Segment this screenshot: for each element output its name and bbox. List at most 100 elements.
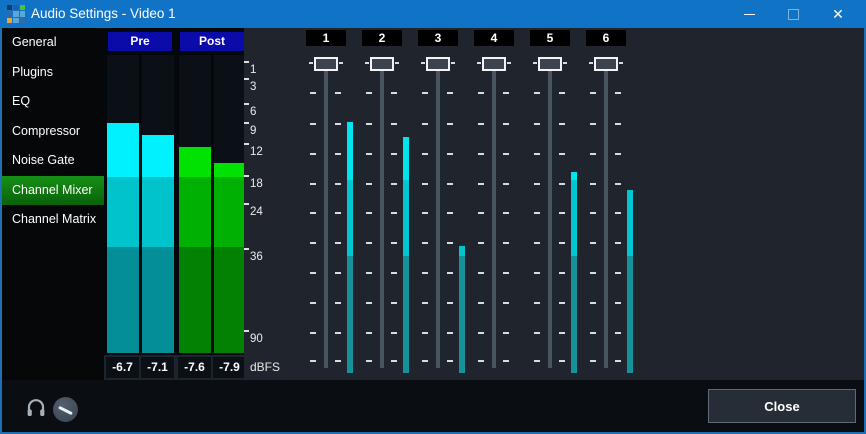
maximize-button — [776, 0, 810, 28]
channel-6-tick-left-1 — [590, 123, 596, 125]
channel-4-slider-track[interactable] — [492, 68, 496, 368]
post-meter-left-segment-1 — [179, 177, 211, 247]
channel-1-tick-right-1 — [335, 123, 341, 125]
db-scale-tick-1 — [244, 61, 249, 63]
channel-3-tick-right-1 — [447, 123, 453, 125]
channel-3-tick-right-2 — [447, 153, 453, 155]
channel-4-label: 4 — [474, 30, 514, 46]
channel-1-slider-handle[interactable] — [314, 57, 338, 71]
channel-5-tick-right-8 — [559, 332, 565, 334]
channel-2-label: 2 — [362, 30, 402, 46]
channel-3-slider-track[interactable] — [436, 68, 440, 368]
channel-2-handle-tick-left — [365, 62, 369, 64]
channel-4-tick-left-4 — [478, 212, 484, 214]
channel-3-slider-handle[interactable] — [426, 57, 450, 71]
channel-1-tick-right-6 — [335, 272, 341, 274]
channel-4-slider-handle[interactable] — [482, 57, 506, 71]
channel-5-tick-right-5 — [559, 242, 565, 244]
close-button[interactable]: Close — [708, 389, 856, 423]
meter-value-pre-right: -7.1 — [141, 357, 174, 378]
channel-2-tick-right-0 — [391, 92, 397, 94]
channel-1-tick-left-0 — [310, 92, 316, 94]
headphones-icon[interactable] — [26, 399, 46, 417]
channel-6-handle-tick-right — [619, 62, 623, 64]
channel-5-tick-left-6 — [534, 272, 540, 274]
minimize-icon — [743, 13, 755, 15]
channel-6-handle-tick-left — [589, 62, 593, 64]
db-scale-tick-12 — [244, 143, 249, 145]
close-icon: ✕ — [832, 6, 844, 22]
channel-2-slider-track[interactable] — [380, 68, 384, 368]
db-scale-tick-90 — [244, 330, 249, 332]
channel-2-slider-handle[interactable] — [370, 57, 394, 71]
channel-5-tick-right-9 — [559, 360, 565, 362]
channel-3-tick-left-9 — [422, 360, 428, 362]
channel-1-tick-left-8 — [310, 332, 316, 334]
channel-4-tick-right-3 — [503, 183, 509, 185]
meter-block: Pre Post -6.7 -7.1 -7.6 -7.9 — [104, 28, 246, 380]
logo-square-1 — [13, 5, 19, 11]
channel-5-tick-right-4 — [559, 212, 565, 214]
channel-4-tick-left-6 — [478, 272, 484, 274]
channel-3-tick-right-7 — [447, 302, 453, 304]
sidebar-item-general[interactable]: General — [12, 35, 57, 49]
channel-4-tick-right-9 — [503, 360, 509, 362]
channel-3-handle-tick-left — [421, 62, 425, 64]
channel-5-level-segment-1 — [571, 180, 577, 256]
channel-2-tick-right-7 — [391, 302, 397, 304]
channel-1-tick-right-8 — [335, 332, 341, 334]
channel-3-tick-right-8 — [447, 332, 453, 334]
channel-6-slider-handle[interactable] — [594, 57, 618, 71]
channel-3-tick-left-0 — [422, 92, 428, 94]
sidebar-item-channel-matrix[interactable]: Channel Matrix — [12, 212, 97, 226]
channel-3-tick-left-5 — [422, 242, 428, 244]
channel-3-tick-left-8 — [422, 332, 428, 334]
channel-6-tick-left-7 — [590, 302, 596, 304]
channel-2-tick-right-4 — [391, 212, 397, 214]
headphone-volume-knob[interactable] — [53, 397, 78, 422]
channel-2-tick-left-7 — [366, 302, 372, 304]
channel-4-tick-right-8 — [503, 332, 509, 334]
channel-1-tick-left-7 — [310, 302, 316, 304]
channel-6-tick-right-1 — [615, 123, 621, 125]
channel-5-level-segment-2 — [571, 256, 577, 373]
sidebar-item-eq[interactable]: EQ — [12, 94, 31, 108]
window-close-button[interactable]: ✕ — [818, 0, 858, 28]
pre-meter-right-segment-0 — [142, 135, 174, 177]
maximize-icon — [787, 8, 799, 20]
channel-5-tick-right-1 — [559, 123, 565, 125]
pre-meter-left-segment-2 — [107, 247, 139, 353]
minimize-button[interactable] — [732, 0, 766, 28]
channel-5-slider-handle[interactable] — [538, 57, 562, 71]
channel-4-handle-tick-right — [507, 62, 511, 64]
post-meter-right-segment-1 — [214, 177, 246, 247]
channel-2-tick-left-3 — [366, 183, 372, 185]
sidebar-item-noise-gate[interactable]: Noise Gate — [12, 153, 75, 167]
channel-4-tick-left-9 — [478, 360, 484, 362]
pre-meter-header: Pre — [108, 32, 172, 51]
channel-1-handle-tick-left — [309, 62, 313, 64]
pre-meter-left-segment-1 — [107, 177, 139, 247]
db-scale-label-1: 1 — [250, 64, 257, 76]
channel-5-tick-left-3 — [534, 183, 540, 185]
channel-6-tick-right-9 — [615, 360, 621, 362]
dbfs-unit-label: dBFS — [250, 360, 281, 374]
channel-6-slider-track[interactable] — [604, 68, 608, 368]
footer-bar: Close — [0, 380, 866, 434]
channel-5-tick-left-5 — [534, 242, 540, 244]
channel-3-level-segment-1 — [459, 246, 465, 256]
sidebar: General Plugins EQ Compressor Noise Gate Chan… — [0, 28, 104, 380]
channel-1-tick-right-5 — [335, 242, 341, 244]
channel-1-tick-left-3 — [310, 183, 316, 185]
channel-5-slider-track[interactable] — [548, 68, 552, 368]
channel-3-label: 3 — [418, 30, 458, 46]
sidebar-item-compressor[interactable]: Compressor — [12, 123, 81, 138]
sidebar-item-plugins[interactable]: Plugins — [12, 64, 53, 79]
post-meter-right-segment-2 — [214, 247, 246, 353]
channel-2-tick-left-6 — [366, 272, 372, 274]
pre-meter-left-segment-0 — [107, 123, 139, 177]
channel-4-tick-left-8 — [478, 332, 484, 334]
channel-6-tick-left-4 — [590, 212, 596, 214]
channel-1-slider-track[interactable] — [324, 68, 328, 368]
sidebar-item-channel-mixer[interactable]: Channel Mixer — [0, 175, 104, 205]
